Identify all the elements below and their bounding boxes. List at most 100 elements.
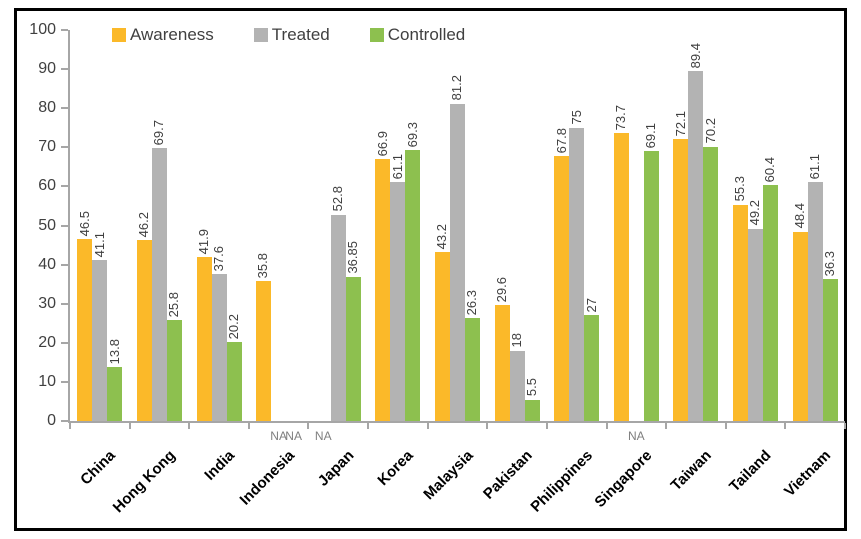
bar-controlled (763, 184, 779, 421)
bar-value-label: 27 (584, 298, 599, 312)
bar-value-text: 41.1 (91, 232, 107, 258)
bar-treated (92, 260, 108, 421)
chart-frame: Awareness Treated Controlled 0 10 20 30 40 50… (14, 8, 847, 531)
x-axis-tick (69, 423, 71, 429)
bar-group: NA 52.8 36.85 Japan (308, 30, 368, 490)
x-axis-tick (367, 423, 370, 429)
bar-controlled (584, 315, 600, 421)
legend-label-awareness: Awareness (130, 25, 214, 44)
bar-value-label: 18 (508, 333, 525, 348)
y-axis-label: 80 (38, 99, 56, 117)
bar-value-label: 73.7 (613, 105, 629, 130)
bar-value-label: 72.1 (673, 111, 688, 136)
bar-value-text: 29.6 (493, 276, 509, 303)
bar-treated (748, 228, 764, 421)
bar-value-label: 20.2 (226, 314, 242, 339)
bar-value-text: 55.3 (732, 176, 748, 202)
bar-group: 43.2 81.2 26.3 Malaysia (420, 30, 488, 503)
category-label: Japan (314, 447, 358, 490)
bar-treated (807, 182, 823, 421)
category-label: Singapore (591, 447, 656, 511)
x-axis-tick (486, 423, 489, 429)
bar-value-label: 75 (569, 110, 584, 124)
y-axis-tick (61, 380, 68, 383)
bar-value-text: 69.7 (151, 120, 167, 146)
bar-value-text: 61.1 (807, 153, 823, 180)
bar-value-label: 61.1 (807, 153, 823, 180)
bar-awareness (673, 139, 689, 421)
bar-group: 67.8 75 27 Philippines (527, 30, 607, 516)
bar-controlled (822, 279, 838, 421)
legend-item-controlled: Controlled (369, 25, 465, 45)
legend-item-treated: Treated (253, 25, 330, 45)
bar-group: 29.6 18 5.5 Pakistan (480, 30, 547, 503)
category-label: Korea (374, 447, 417, 490)
bar-treated (509, 350, 525, 421)
bar-value-text: 75 (568, 110, 584, 125)
bar-value-text: 18 (508, 333, 524, 348)
bar-controlled (345, 276, 361, 421)
y-axis-tick (61, 68, 68, 71)
y-axis-tick (61, 420, 68, 422)
bar-value-label: 61.1 (390, 154, 405, 179)
category-label: Philippines (527, 447, 596, 516)
bar-awareness (434, 252, 450, 421)
bar-value-text: 60.4 (762, 156, 778, 182)
category-label: Vietnam (781, 447, 835, 501)
bar-value-text: 69.1 (643, 122, 659, 148)
y-axis-label: 100 (29, 21, 56, 38)
x-axis-tick (724, 423, 727, 429)
bar-awareness (792, 231, 808, 421)
x-axis-tick (784, 423, 787, 429)
bar-value-text: 36.3 (822, 250, 838, 277)
x-axis-tick (545, 423, 548, 429)
bar-awareness (554, 155, 570, 421)
bar-treated (449, 103, 465, 421)
y-axis-label: 90 (38, 60, 56, 78)
bar-awareness (494, 305, 510, 421)
x-axis-tick (605, 423, 608, 429)
bar-value-label: 69.7 (151, 120, 167, 146)
bar-value-text: 43.2 (434, 223, 450, 250)
bar-value-text: 13.8 (106, 338, 122, 365)
category-label: China (77, 447, 119, 489)
legend-swatch-treated (253, 28, 268, 42)
bar-value-label: 67.8 (554, 128, 569, 153)
bar-awareness (375, 159, 391, 421)
x-axis-tick (128, 423, 131, 429)
plot-area: 0 10 20 30 40 50 60 70 80 90 100 46.5 41.1 13.8 China 4… (29, 21, 846, 516)
bar-value-text: 48.4 (792, 203, 808, 229)
bar-awareness (256, 281, 272, 421)
bar-group: 35.8 NA NA Indonesia (236, 30, 309, 509)
bar-awareness (77, 239, 93, 421)
bar-value-label: 66.9 (375, 131, 390, 156)
bar-value-text: 67.8 (553, 127, 569, 153)
bar-value-text: 26.3 (464, 289, 480, 316)
y-axis-tick (61, 341, 68, 344)
x-axis-tick (844, 423, 846, 429)
bar-treated (569, 127, 585, 421)
bar-value-text: 46.5 (76, 210, 92, 237)
bar-treated (390, 182, 406, 421)
x-axis-tick (426, 423, 429, 429)
legend-swatch-awareness (112, 28, 126, 42)
bar-controlled (166, 320, 182, 421)
bar-value-label: 36.85 (345, 241, 361, 274)
bar-value-text: 49.2 (747, 200, 763, 226)
bar-value-text: 70.2 (702, 118, 718, 144)
y-axis-label: 40 (38, 255, 56, 273)
bar-value-label: 13.8 (107, 339, 122, 364)
bar-value-label: 41.1 (92, 232, 107, 257)
bar-treated (211, 273, 227, 421)
bar-value-label: 70.2 (703, 118, 718, 143)
bar-value-label: 43.2 (434, 223, 450, 250)
bar-controlled (643, 150, 659, 421)
bar-value-label: 46.5 (77, 211, 92, 236)
y-axis-label: 70 (38, 138, 56, 156)
bar-value-label: 25.8 (166, 292, 182, 317)
bar-value-text: 52.8 (330, 186, 346, 212)
category-label: Indonesia (236, 447, 298, 509)
bar-value-text: 27 (583, 297, 599, 313)
bar-group: 66.9 61.1 69.3 Korea (368, 30, 428, 489)
na-label: NA (270, 429, 287, 443)
